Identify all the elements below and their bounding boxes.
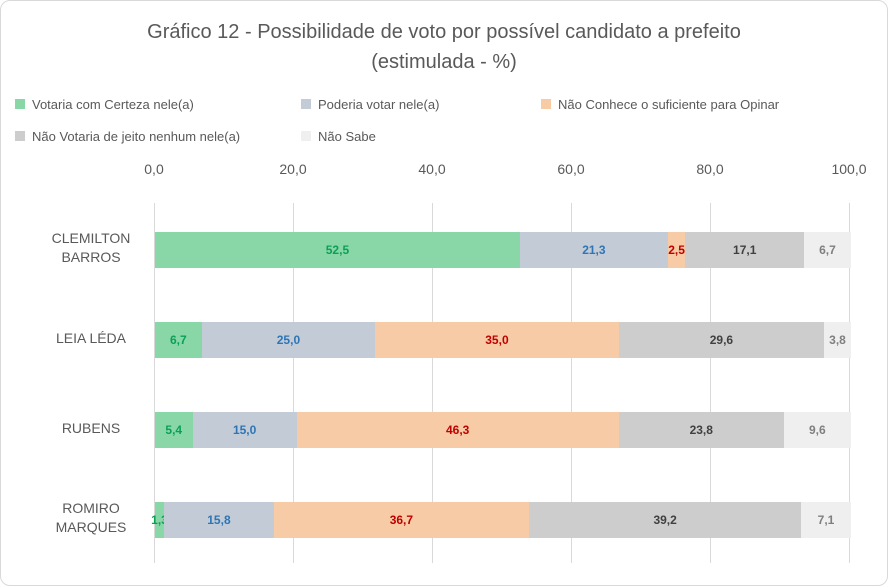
legend-label: Poderia votar nele(a) [318,96,440,112]
chart-title: Gráfico 12 - Possibilidade de voto por p… [1,17,887,77]
bar-segment [201,322,376,358]
bar-segment-label: 52,5 [325,243,350,257]
bar-segment-label: 39,2 [653,513,677,527]
vertical-gridline [710,203,711,563]
bar-segment [155,232,520,268]
bar-segment [155,412,193,448]
legend-item: Não Votaria de jeito nenhum nele(a) [15,127,240,145]
legend-swatch-icon [301,99,311,109]
bar-segment-label: 9,6 [808,423,826,437]
legend-swatch-icon [15,131,25,141]
bar-segment [155,322,202,358]
chart-title-line1: Gráfico 12 - Possibilidade de voto por p… [147,21,741,43]
vertical-gridline [293,203,294,563]
bar-segment-label: 3,8 [829,333,846,347]
bar-segment-label: 15,8 [207,513,231,527]
bar-segment [273,502,529,538]
chart-title-line2: (estimulada - %) [371,51,517,73]
bar-segment-label: 35,0 [485,333,509,347]
x-axis-tick-label: 20,0 [279,161,307,177]
legend-item: Poderia votar nele(a) [301,95,439,113]
bar-segment-label: 23,8 [689,423,713,437]
x-axis-tick-label: 60,0 [557,161,585,177]
category-label: RUBENS [61,419,121,436]
legend-label: Votaria com Certeza nele(a) [32,96,194,112]
legend-label: Não Sabe [318,128,376,144]
bar-segment [192,412,297,448]
bar-segment [667,232,686,268]
bar-segment-label: 25,0 [276,333,301,347]
bar-segment [801,502,851,538]
bar-segment-label: 21,3 [582,243,606,257]
legend-label: Não Conhece o suficiente para Opinar [558,96,780,112]
bar-segment-label: 6,7 [169,333,187,347]
legend-item: Votaria com Certeza nele(a) [15,95,194,113]
bar-segment-label: 29,6 [709,333,734,347]
bar-segment [155,502,165,538]
bar-segment-label: 15,0 [232,423,257,437]
vertical-gridline [571,203,572,563]
vertical-gridline [432,203,433,563]
bar-segment [375,322,619,358]
bar-segment [685,232,805,268]
x-axis-tick-label: 0,0 [144,161,164,177]
bar-segment-label: 36,7 [389,513,414,527]
x-axis-tick-label: 80,0 [696,161,724,177]
legend-swatch-icon [15,99,25,109]
legend-swatch-icon [301,131,311,141]
bar-segment [296,412,619,448]
vertical-gridline [849,203,850,563]
legend-item: Não Conhece o suficiente para Opinar [541,95,779,113]
bar-segment [618,322,825,358]
bar-segment [519,232,668,268]
bar-segment [783,412,851,448]
x-axis-tick-label: 100,0 [831,161,867,177]
bar-segment-label: 7,1 [817,513,835,527]
bar-segment [824,322,851,358]
category-label: CLEMILTON BARROS [51,230,131,265]
legend-swatch-icon [541,99,551,109]
bar-segment-label: 1,3 [151,513,168,527]
bar-segment-label: 5,4 [165,423,183,437]
bar-segment [164,502,274,538]
x-axis-tick-label: 40,0 [418,161,446,177]
bar-segment [528,502,802,538]
legend-label: Não Votaria de jeito nenhum nele(a) [32,128,241,144]
bar-segment [618,412,784,448]
category-label: ROMIRO MARQUES [55,500,127,535]
vertical-gridline [154,203,155,563]
bar-segment-label: 2,5 [668,243,685,257]
bar-segment-label: 46,3 [445,423,470,437]
bar-segment [804,232,851,268]
bar-segment-label: 17,1 [733,243,757,257]
legend-item: Não Sabe [301,127,376,145]
bar-segment-label: 6,7 [819,243,836,257]
category-label: LEIA LÉDA [55,329,127,346]
